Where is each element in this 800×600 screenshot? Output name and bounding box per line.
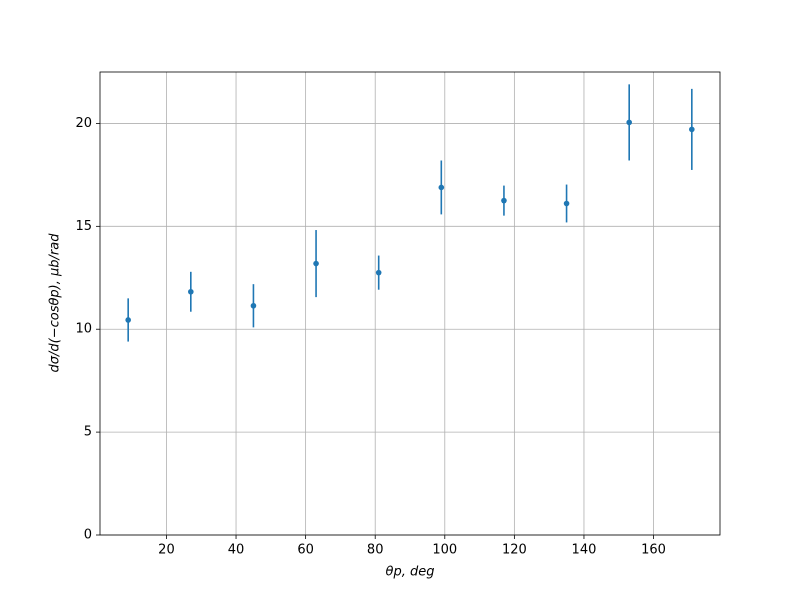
y-tick-label: 10 bbox=[75, 322, 92, 337]
x-tick-label: 60 bbox=[297, 543, 314, 558]
y-tick-label: 0 bbox=[84, 528, 92, 543]
x-tick-label: 140 bbox=[572, 543, 597, 558]
y-tick-label: 15 bbox=[75, 219, 92, 234]
y-tick-label: 20 bbox=[75, 116, 92, 131]
data-point bbox=[313, 260, 319, 267]
data-point bbox=[626, 119, 632, 126]
data-point bbox=[501, 197, 507, 204]
x-tick-label: 40 bbox=[228, 543, 245, 558]
x-tick-label: 80 bbox=[367, 543, 384, 558]
data-point bbox=[375, 269, 382, 276]
y-tick-label: 5 bbox=[84, 425, 92, 440]
data-point bbox=[125, 317, 131, 323]
data-point bbox=[250, 302, 257, 309]
x-tick-label: 160 bbox=[641, 543, 666, 558]
data-point bbox=[438, 184, 445, 191]
plot-frame bbox=[99, 71, 721, 536]
y-axis-label: dσ/d(−cosθp), μb/rad bbox=[48, 233, 63, 373]
data-point bbox=[689, 126, 695, 133]
data-point bbox=[188, 288, 194, 295]
x-tick-label: 20 bbox=[158, 543, 175, 558]
x-axis-label: θp, deg bbox=[386, 565, 435, 580]
x-tick-label: 100 bbox=[432, 543, 457, 558]
data-point bbox=[563, 200, 570, 207]
x-tick-label: 120 bbox=[502, 543, 527, 558]
